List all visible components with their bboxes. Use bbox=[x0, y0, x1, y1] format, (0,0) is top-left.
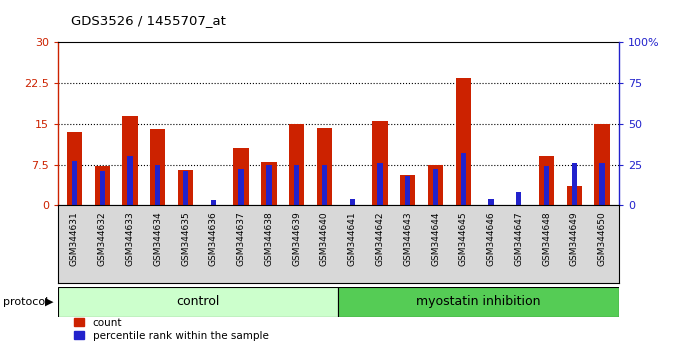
Bar bbox=[428, 165, 443, 205]
Bar bbox=[67, 132, 82, 205]
FancyBboxPatch shape bbox=[58, 287, 339, 317]
Bar bbox=[266, 165, 271, 205]
Text: control: control bbox=[176, 295, 220, 308]
Bar bbox=[127, 156, 133, 205]
Bar bbox=[539, 156, 554, 205]
Bar bbox=[572, 163, 577, 205]
Bar bbox=[72, 161, 77, 205]
Text: protocol: protocol bbox=[3, 297, 49, 307]
Text: GSM344631: GSM344631 bbox=[70, 212, 79, 266]
Bar bbox=[95, 166, 110, 205]
Text: GSM344642: GSM344642 bbox=[375, 212, 384, 266]
Text: GSM344634: GSM344634 bbox=[153, 212, 163, 266]
Bar bbox=[400, 176, 415, 205]
Bar bbox=[322, 165, 327, 205]
Bar bbox=[155, 165, 160, 205]
Bar bbox=[488, 199, 494, 205]
Bar bbox=[294, 165, 299, 205]
Bar bbox=[460, 153, 466, 205]
Bar bbox=[99, 171, 105, 205]
Text: GSM344637: GSM344637 bbox=[237, 212, 245, 266]
Text: ▶: ▶ bbox=[45, 297, 53, 307]
Text: myostatin inhibition: myostatin inhibition bbox=[416, 295, 541, 308]
Text: GDS3526 / 1455707_at: GDS3526 / 1455707_at bbox=[71, 14, 226, 27]
Text: GSM344645: GSM344645 bbox=[459, 212, 468, 266]
Text: GSM344647: GSM344647 bbox=[514, 212, 524, 266]
Bar bbox=[516, 192, 522, 205]
Bar bbox=[261, 162, 277, 205]
Bar bbox=[456, 78, 471, 205]
Text: GSM344640: GSM344640 bbox=[320, 212, 329, 266]
Text: GSM344636: GSM344636 bbox=[209, 212, 218, 266]
Text: GSM344633: GSM344633 bbox=[126, 212, 135, 266]
Bar bbox=[289, 124, 304, 205]
Bar bbox=[178, 170, 193, 205]
Text: GSM344646: GSM344646 bbox=[487, 212, 496, 266]
Bar bbox=[183, 171, 188, 205]
Bar bbox=[433, 170, 438, 205]
Bar bbox=[600, 163, 605, 205]
Text: GSM344649: GSM344649 bbox=[570, 212, 579, 266]
Bar bbox=[233, 148, 249, 205]
Text: GSM344638: GSM344638 bbox=[265, 212, 273, 266]
Text: GSM344650: GSM344650 bbox=[598, 212, 607, 266]
Text: GSM344644: GSM344644 bbox=[431, 212, 440, 266]
Bar bbox=[239, 170, 243, 205]
Text: GSM344635: GSM344635 bbox=[181, 212, 190, 266]
Bar bbox=[594, 124, 610, 205]
Bar bbox=[122, 116, 137, 205]
Bar bbox=[317, 128, 332, 205]
Legend: count, percentile rank within the sample: count, percentile rank within the sample bbox=[70, 314, 273, 345]
FancyBboxPatch shape bbox=[339, 287, 619, 317]
Bar bbox=[377, 163, 383, 205]
Text: GSM344632: GSM344632 bbox=[98, 212, 107, 266]
Bar bbox=[373, 121, 388, 205]
Bar bbox=[211, 200, 216, 205]
Bar bbox=[150, 129, 165, 205]
Bar bbox=[350, 199, 355, 205]
Bar bbox=[544, 166, 549, 205]
Text: GSM344643: GSM344643 bbox=[403, 212, 412, 266]
Text: GSM344639: GSM344639 bbox=[292, 212, 301, 266]
Text: GSM344641: GSM344641 bbox=[347, 212, 357, 266]
Bar bbox=[405, 176, 411, 205]
Bar bbox=[566, 186, 582, 205]
Text: GSM344648: GSM344648 bbox=[542, 212, 551, 266]
